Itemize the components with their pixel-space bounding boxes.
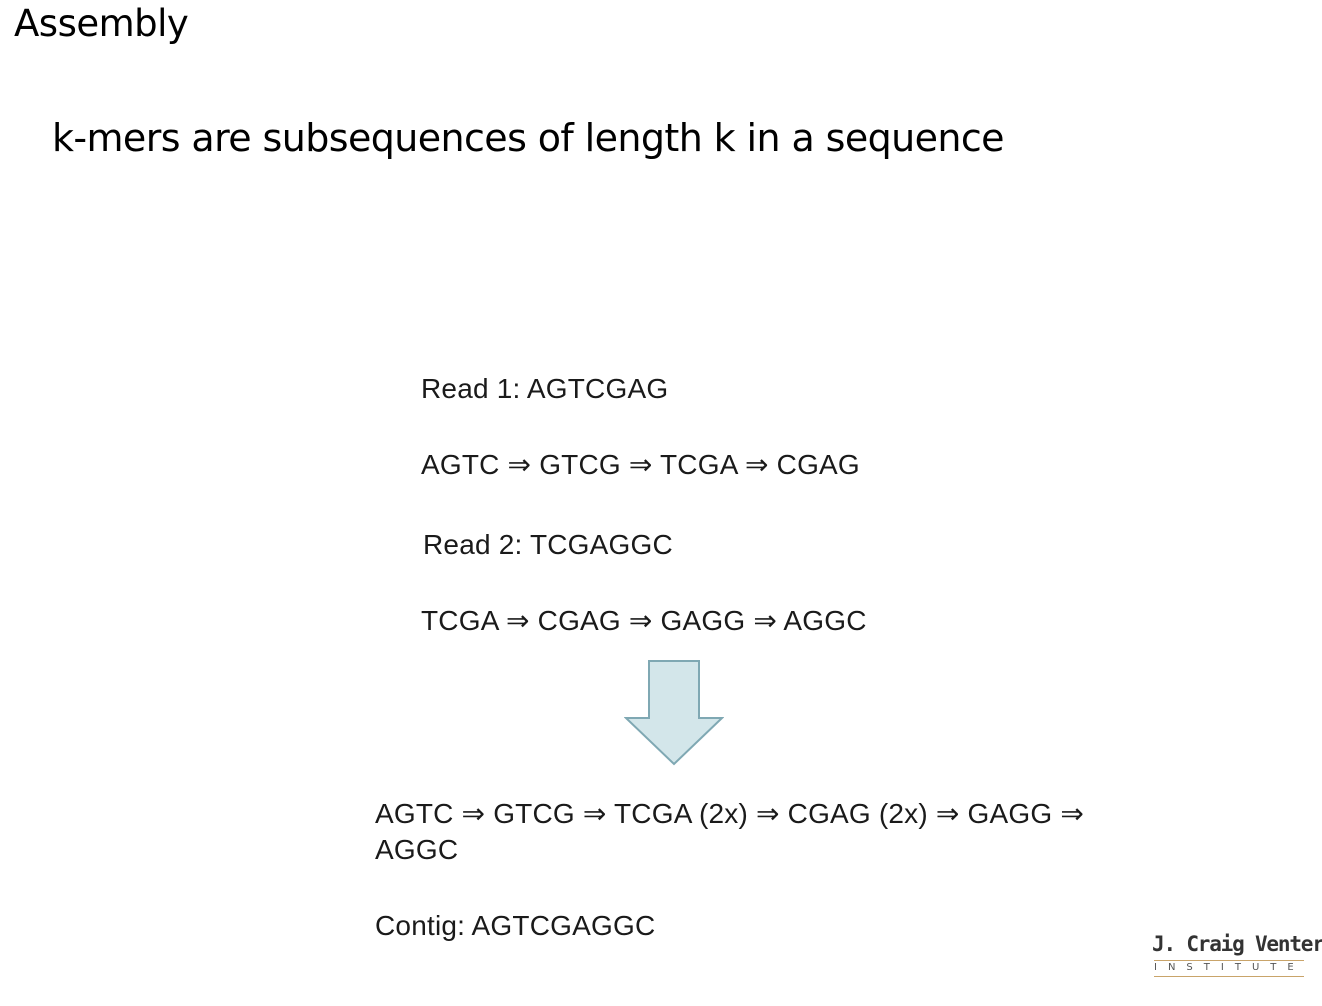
read2-label: Read 2: TCGAGGC bbox=[423, 529, 673, 560]
down-arrow-shape bbox=[623, 660, 725, 766]
down-arrow-icon bbox=[623, 660, 725, 766]
merged-kmers-line1: AGTC ⇒ GTCG ⇒ TCGA (2x) ⇒ CGAG (2x) ⇒ GA… bbox=[375, 798, 1084, 829]
logo-sub: INSTITUTE bbox=[1154, 962, 1305, 973]
logo-rule-bottom bbox=[1154, 976, 1304, 977]
read2-kmers: TCGA ⇒ CGAG ⇒ GAGG ⇒ AGGC bbox=[421, 605, 867, 636]
logo-rule-top bbox=[1154, 960, 1304, 961]
read1-label: Read 1: AGTCGAG bbox=[421, 373, 669, 404]
merged-kmers-line2: AGGC bbox=[375, 834, 459, 865]
logo-name: J. Craig Venter bbox=[1152, 932, 1322, 956]
slide-title: Assembly bbox=[14, 2, 189, 45]
read1-kmers: AGTC ⇒ GTCG ⇒ TCGA ⇒ CGAG bbox=[421, 449, 860, 480]
slide-subtitle: k-mers are subsequences of length k in a… bbox=[52, 116, 1005, 160]
contig-result: Contig: AGTCGAGGC bbox=[375, 910, 656, 941]
jcvi-logo: J. Craig Venter INSTITUTE bbox=[1152, 932, 1322, 986]
